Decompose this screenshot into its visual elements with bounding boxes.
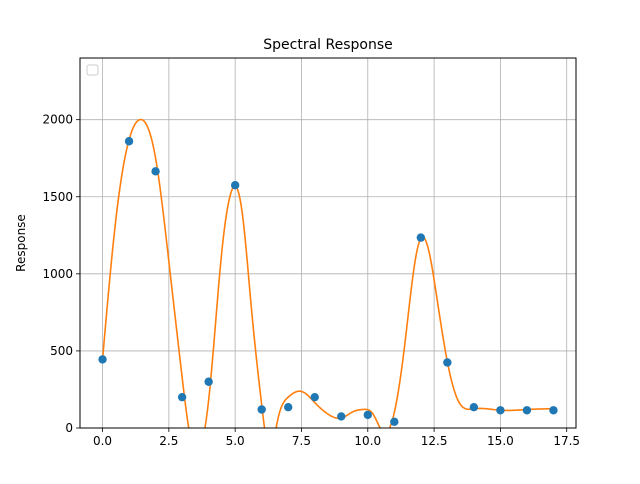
y-tick-label: 0 <box>65 421 73 435</box>
data-point <box>284 402 293 412</box>
data-point <box>230 180 240 190</box>
data-point <box>151 167 160 176</box>
x-tick-label: 17.5 <box>553 434 580 448</box>
data-point <box>257 405 266 414</box>
x-tick-label: 5.0 <box>226 434 245 448</box>
data-point <box>98 355 107 364</box>
data-point <box>337 412 346 421</box>
data-point <box>549 406 558 415</box>
y-axis-label: Response <box>14 214 28 272</box>
data-point <box>443 358 452 367</box>
data-point <box>390 417 399 427</box>
y-tick-label: 1500 <box>42 190 73 204</box>
y-tick-label: 500 <box>50 344 73 358</box>
data-point <box>416 233 426 242</box>
fitted-curve-layer <box>101 118 554 428</box>
x-tick-label: 12.5 <box>421 434 448 448</box>
fitted-curve-line <box>101 118 554 428</box>
data-point <box>310 392 319 402</box>
legend-box <box>86 64 99 76</box>
data-point <box>177 392 187 402</box>
data-point <box>363 410 372 420</box>
plot-area <box>80 58 576 428</box>
x-tick-label: 2.5 <box>159 434 178 448</box>
data-point <box>124 137 134 146</box>
y-tick-label: 2000 <box>42 113 73 127</box>
x-tick-label: 15.0 <box>487 434 514 448</box>
data-point <box>469 402 479 412</box>
data-point <box>522 406 532 415</box>
y-tick-label: 1000 <box>42 267 73 281</box>
x-tick-label: 0.0 <box>93 434 112 448</box>
x-axis-ticks: 0.0 2.5 5.0 7.5 10.0 12.5 15.0 17.5 <box>93 428 580 448</box>
chart-title: Spectral Response <box>263 37 393 53</box>
data-points-layer <box>98 137 558 427</box>
data-point <box>496 406 505 415</box>
plot-frame <box>79 57 577 429</box>
x-tick-label: 7.5 <box>292 434 311 448</box>
x-tick-label: 10.0 <box>354 434 381 448</box>
y-axis-ticks: 0 500 1000 1500 2000 <box>42 113 80 435</box>
data-point <box>204 377 213 386</box>
